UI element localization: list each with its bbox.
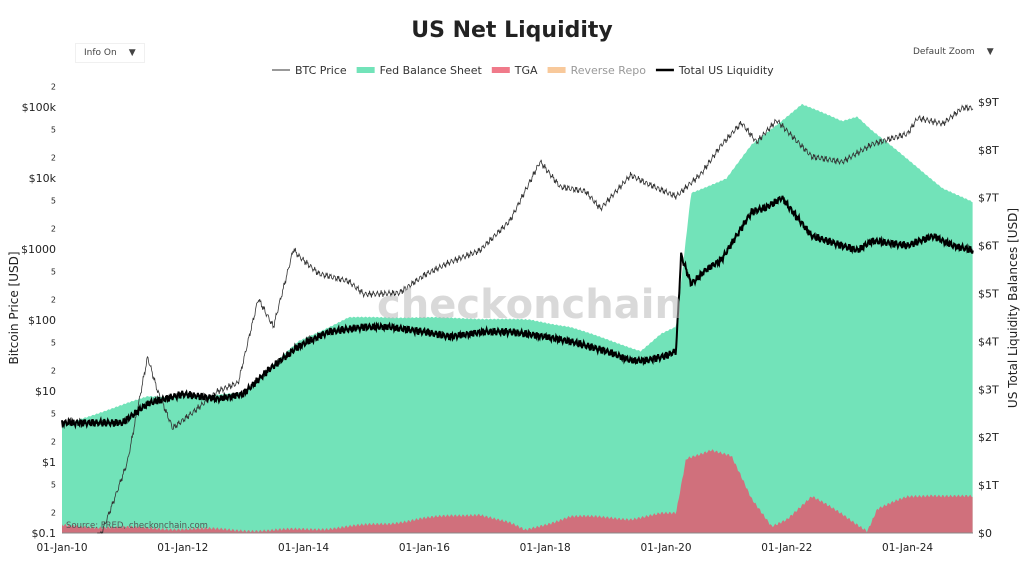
chevron-down-icon: ▼: [128, 48, 136, 58]
legend-item-reverse-repo[interactable]: Reverse Repo: [547, 64, 647, 77]
y-right-tick-label: $1T: [978, 479, 999, 492]
y-left-tick-label: 5: [51, 338, 56, 347]
y-right-tick-label: $3T: [978, 383, 999, 396]
y-left-tick-label: 5: [51, 409, 56, 418]
legend-item-total-us-liquidity[interactable]: Total US Liquidity: [655, 64, 774, 77]
y-left-tick-label: 5: [51, 267, 56, 276]
y-right-tick-label: $9T: [978, 96, 999, 109]
y-left-tick-label: $0.1: [32, 527, 57, 540]
x-tick-label: 01-Jan-10: [36, 542, 87, 554]
y-right-tick-label: $2T: [978, 431, 999, 444]
y-axis-left-label: Bitcoin Price [USD]: [7, 251, 21, 364]
y-right-tick-label: $7T: [978, 192, 999, 205]
legend-swatch: [356, 67, 375, 73]
x-tick-label: 01-Jan-12: [157, 542, 208, 554]
y-left-tick-label: 2: [51, 154, 56, 163]
y-left-tick-label: 2: [51, 83, 56, 92]
chevron-down-icon: ▼: [986, 47, 994, 57]
y-left-tick-label: 2: [51, 225, 56, 234]
y-left-tick-label: 2: [51, 438, 56, 447]
tga-area: [62, 449, 973, 533]
x-tick-label: 01-Jan-16: [399, 542, 450, 554]
y-right-tick-label: $6T: [978, 240, 999, 253]
legend-swatch: [547, 67, 566, 73]
x-tick-label: 01-Jan-20: [640, 542, 691, 554]
legend-label: Fed Balance Sheet: [380, 64, 483, 77]
x-tick-label: 01-Jan-22: [761, 542, 812, 554]
info-dropdown-label: Info On: [84, 48, 117, 58]
zoom-dropdown-label: Default Zoom: [913, 47, 975, 57]
x-tick-label: 01-Jan-14: [278, 542, 329, 554]
legend-label: Total US Liquidity: [678, 64, 774, 77]
legend-item-fed-balance-sheet[interactable]: Fed Balance Sheet: [356, 64, 483, 77]
legend-item-btc-price[interactable]: BTC Price: [272, 64, 347, 77]
x-tick-label: 01-Jan-18: [520, 542, 571, 554]
x-tick-label: 01-Jan-24: [882, 542, 933, 554]
y-left-tick-label: $1000: [21, 243, 56, 256]
fed-balance-sheet-area: [62, 103, 973, 534]
watermark: checkonchain: [377, 282, 683, 328]
y-right-tick-label: $4T: [978, 335, 999, 348]
y-left-tick-label: 5: [51, 196, 56, 205]
y-left-tick-label: $100: [28, 314, 56, 327]
y-left-tick-label: 2: [51, 509, 56, 518]
chart-title: US Net Liquidity: [411, 18, 613, 43]
btc-price-line: [97, 104, 974, 534]
legend-item-tga[interactable]: TGA: [491, 64, 538, 77]
legend-label: Reverse Repo: [571, 64, 647, 77]
legend-label: TGA: [514, 64, 538, 77]
y-left-tick-label: 5: [51, 125, 56, 134]
total-us-liquidity-line: [61, 195, 974, 430]
y-left-tick-label: $10k: [29, 172, 57, 185]
y-left-tick-label: $100k: [22, 101, 57, 114]
y-left-tick-label: 2: [51, 296, 56, 305]
y-right-tick-label: $0: [978, 527, 992, 540]
y-right-tick-label: $5T: [978, 288, 999, 301]
y-right-tick-label: $8T: [978, 144, 999, 157]
y-left-tick-label: $10: [35, 385, 56, 398]
zoom-dropdown[interactable]: Default Zoom ▼: [905, 43, 1002, 61]
legend-label: BTC Price: [295, 64, 347, 77]
source-note: Source: FRED, checkonchain.com: [66, 521, 208, 531]
legend-swatch: [491, 67, 510, 73]
y-left-tick-label: $1: [42, 456, 56, 469]
y-left-tick-label: 2: [51, 367, 56, 376]
info-dropdown[interactable]: Info On ▼: [75, 43, 145, 63]
y-axis-right-label: US Total Liquidity Balances [USD]: [1006, 208, 1020, 408]
y-left-tick-label: 5: [51, 480, 56, 489]
